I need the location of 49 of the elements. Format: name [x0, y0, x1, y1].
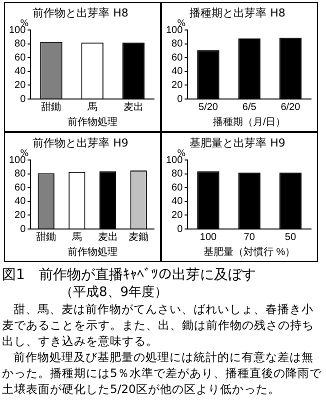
x-axis-title: 播種期（月/日） — [212, 116, 286, 128]
x-tick-label: 6/5 — [242, 102, 257, 113]
y-tick-label: 40 — [172, 66, 184, 78]
x-tick-label: 50 — [284, 232, 296, 243]
text: 図1 前作物が直播ｷｬﾍﾞﾂの出芽に及ぼす — [2, 266, 257, 284]
x-tick-label: 麦出 — [98, 230, 118, 243]
y-tick-label: 0 — [20, 94, 26, 105]
x-tick-label: 5/20 — [198, 102, 218, 113]
y-tick-label: 80 — [14, 168, 26, 180]
y-tick-label: 40 — [14, 66, 26, 78]
x-tick-label: 馬 — [86, 102, 98, 113]
x-tick-label: 麦鋤 — [128, 230, 149, 243]
y-tick-label: 60 — [172, 182, 184, 194]
y-tick-label: 100 — [166, 154, 184, 166]
y-tick-label: 80 — [172, 38, 184, 50]
x-tick-label: 甜鋤 — [41, 100, 62, 113]
y-tick-label: 100 — [8, 154, 26, 166]
y-tick-label: 0 — [177, 94, 184, 105]
y-tick-label: 20 — [14, 210, 26, 221]
y-tick-label: 20 — [14, 80, 26, 91]
x-tick-label: 甜鋤 — [36, 230, 56, 243]
y-tick-label: 40 — [14, 196, 26, 208]
y-tick-label: 0 — [177, 224, 184, 235]
x-axis-title: 前作物処理 — [67, 246, 118, 258]
text: 前作物処理及び基肥量の処理には統計的に有意な差は無かった。播種期には5％水準で差があり、播種直後の降雨で土壌表面が硬化した5/20区が他の区より低かった。 — [2, 349, 322, 397]
chart-title: 基肥量と出芽率 H9 — [190, 136, 286, 150]
chart-title: 前作物と出芽率 H9 — [32, 136, 128, 150]
y-tick-label: 40 — [172, 196, 184, 208]
x-tick-label: 6/20 — [280, 102, 301, 113]
y-tick-label: 0 — [20, 224, 26, 235]
y-tick-label: 60 — [14, 182, 26, 194]
y-tick-label: 80 — [14, 38, 26, 50]
y-tick-label: 20 — [172, 210, 184, 221]
x-tick-label: 70 — [244, 232, 256, 243]
chart-title: 播種期と出芽率 H8 — [190, 6, 286, 20]
text: 甜、馬、麦は前作物がてんさい、ばれいしょ、春播き小麦であることを示す。また、出、鋤は前作物の残さの持ち出し、すき込みを意味する。 — [2, 301, 315, 349]
x-tick-label: 100 — [200, 232, 218, 243]
x-tick-label: 馬 — [70, 232, 82, 243]
y-tick-label: 60 — [14, 52, 26, 64]
y-tick-label: 100 — [8, 24, 26, 36]
y-tick-label: 60 — [172, 52, 184, 64]
text: （平成8、9年度） — [59, 284, 169, 301]
y-tick-label: 100 — [166, 24, 184, 36]
chart-title: 前作物と出芽率 H8 — [32, 6, 128, 20]
y-tick-label: 80 — [172, 168, 184, 180]
x-axis-title: 基肥量（対慣行 %） — [204, 246, 296, 258]
x-tick-label: 麦出 — [123, 100, 144, 113]
x-axis-title: 前作物処理 — [67, 116, 118, 128]
y-tick-label: 20 — [172, 80, 184, 91]
